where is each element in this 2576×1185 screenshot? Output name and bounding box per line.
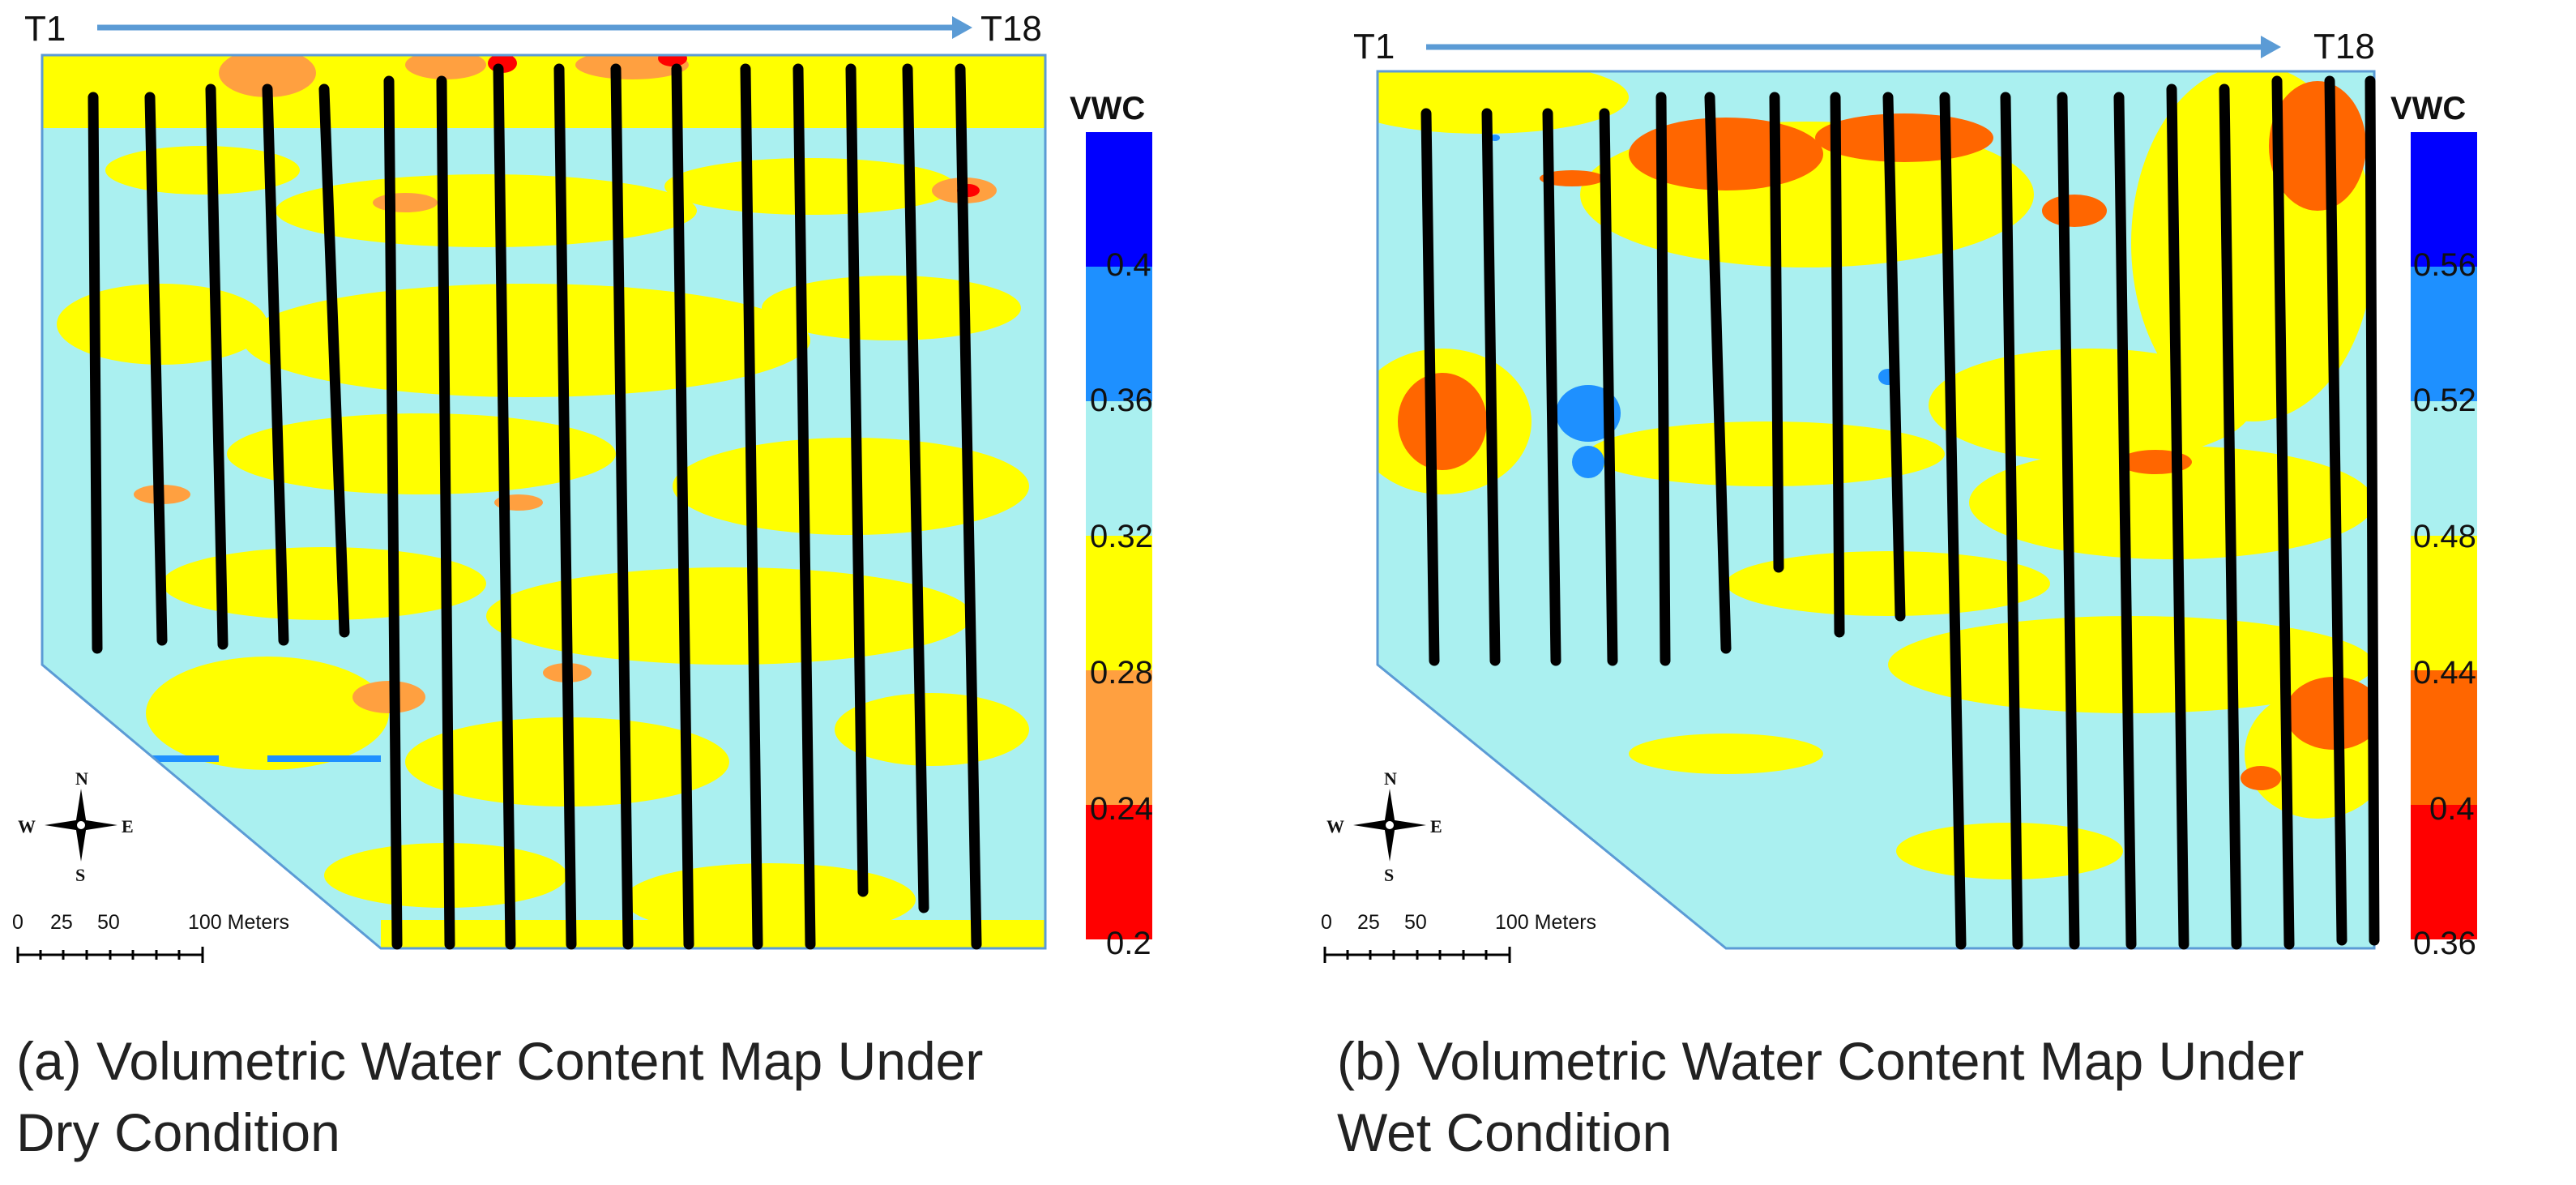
compass-north: N	[75, 768, 88, 789]
scale-label-0: 0	[1321, 911, 1332, 934]
compass-west: W	[18, 816, 36, 836]
legend-tick: 0.4	[1106, 247, 1151, 283]
scale-bar	[16, 947, 204, 963]
map-dry	[16, 16, 1152, 963]
panel-caption: (a) Volumetric Water Content Map Under D…	[16, 1031, 984, 1162]
legend-tick: 0.28	[1090, 655, 1153, 691]
end-transect-label: T18	[980, 9, 1042, 49]
start-transect-label: T1	[24, 9, 66, 49]
legend-colorbar	[1086, 132, 1152, 939]
scale-label-0: 0	[12, 911, 23, 934]
legend-tick: 0.2	[1106, 926, 1151, 961]
legend-title: VWC	[2390, 91, 2467, 126]
scale-label-25: 25	[50, 911, 73, 934]
compass-south: S	[75, 865, 86, 885]
legend-tick: 0.48	[2413, 519, 2476, 554]
legend-tick: 0.36	[2413, 926, 2476, 961]
compass-south: S	[1384, 865, 1395, 885]
map-wet	[1323, 36, 2477, 963]
scale-label-50: 50	[97, 911, 120, 934]
transect-lines	[88, 63, 982, 950]
compass-north: N	[1384, 768, 1397, 789]
survey-boundary	[41, 53, 1047, 950]
panel-caption: (b) Volumetric Water Content Map Under W…	[1337, 1031, 2305, 1162]
scale-bar	[1323, 947, 1511, 963]
transect-lines	[1420, 75, 2380, 950]
compass-rose-icon	[1353, 789, 1426, 862]
end-transect-label: T18	[2313, 27, 2375, 66]
legend-colorbar	[2411, 132, 2477, 939]
start-transect-label: T1	[1353, 27, 1395, 66]
scale-label-100: 100 Meters	[188, 911, 290, 934]
scale-label-50: 50	[1404, 911, 1427, 934]
legend-tick: 0.52	[2413, 383, 2476, 418]
vwc-surface	[42, 55, 1045, 948]
arrowhead-icon	[952, 16, 972, 39]
scale-label-25: 25	[1357, 911, 1380, 934]
survey-boundary	[1376, 70, 2376, 950]
arrowhead-icon	[2261, 36, 2281, 58]
compass-east: E	[1430, 816, 1442, 836]
compass-rose-icon	[45, 789, 117, 862]
legend-tick: 0.36	[1090, 383, 1153, 418]
panel-dry: T1 T18 VWC 0.4 0.36 0.32 0.28 0.24 0.2 N…	[12, 9, 1153, 1163]
legend-title: VWC	[1070, 91, 1146, 126]
legend-tick: 0.32	[1090, 519, 1153, 554]
legend-tick: 0.24	[1090, 791, 1153, 827]
scale-label-100: 100 Meters	[1495, 911, 1597, 934]
panel-wet: T1 T18 VWC 0.56 0.52 0.48 0.44 0.4 0.36 …	[1321, 0, 2576, 1185]
compass-east: E	[122, 816, 134, 836]
compass-west: W	[1326, 816, 1344, 836]
legend-tick: 0.56	[2413, 247, 2476, 283]
legend-tick: 0.4	[2429, 791, 2475, 827]
legend-tick: 0.44	[2413, 655, 2476, 691]
